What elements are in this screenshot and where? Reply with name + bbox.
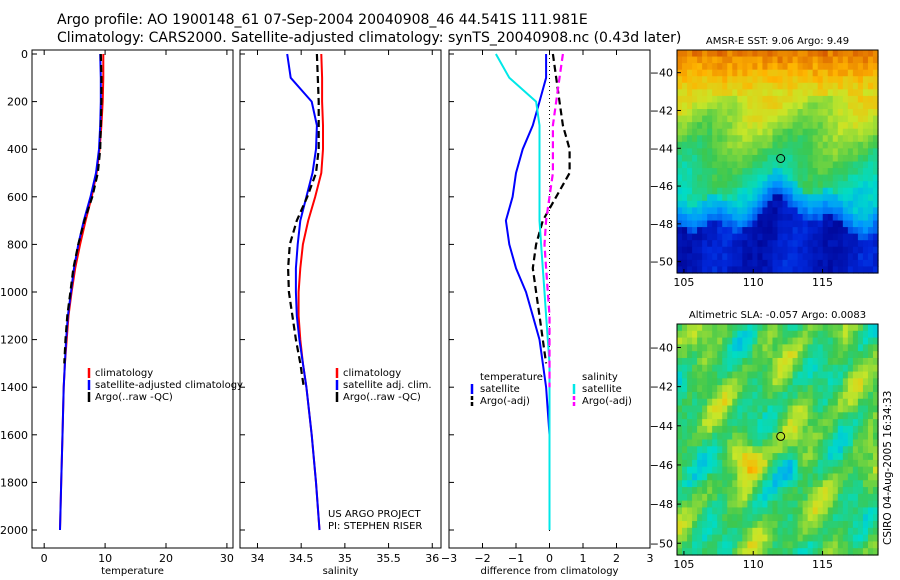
argo-raw-qc--line (63, 53, 103, 364)
x-tick-label: 36 (425, 552, 439, 565)
legend-label: Argo(-adj) (480, 396, 530, 407)
y-tick-label: −46 (650, 459, 673, 472)
legend-label: Argo(-adj) (582, 396, 632, 407)
sst-map-panel: AMSR-E SST: 9.06 Argo: 9.49 105 110 115 −40 −… (650, 36, 879, 289)
y-tick-label: 600 (7, 191, 28, 204)
legend-label: satellite (480, 384, 520, 395)
satellite-adjusted-climatology-line (59, 53, 102, 531)
y-tick-label: 1200 (0, 334, 28, 347)
y-tick-label: 1600 (0, 429, 28, 442)
y-tick-label: 0 (21, 48, 28, 61)
y-tick-label: −40 (650, 341, 673, 354)
legend-label: satellite (582, 384, 622, 395)
x-tick-label: −1 (508, 552, 524, 565)
x-tick-label: 2 (613, 552, 620, 565)
legend-label: satellite-adjusted climatology (95, 380, 243, 391)
x-tick-label: 34.5 (289, 552, 314, 565)
temperature-argo-adj--line (531, 53, 571, 364)
x-tick-label: 1 (580, 552, 587, 565)
plot-frame (239, 49, 442, 549)
y-tick-label: −50 (650, 537, 673, 550)
x-tick-label: 105 (673, 558, 694, 571)
project-annotation: PI: STEPHEN RISER (328, 521, 422, 532)
y-tick-label: −42 (650, 381, 673, 394)
y-tick-label: 400 (7, 143, 28, 156)
x-tick-label: 35 (338, 552, 352, 565)
argo-position-marker (776, 153, 786, 163)
map-title: AMSR-E SST: 9.06 Argo: 9.49 (706, 36, 849, 47)
legend-label: satellite adj. clim. (343, 380, 432, 391)
x-tick-label: 3 (647, 552, 654, 565)
legend-label: climatology (343, 368, 401, 379)
y-tick-label: −44 (650, 142, 673, 155)
legend-group-heading: temperature (480, 372, 543, 383)
legend-label: Argo(..raw -QC) (95, 392, 173, 403)
x-tick-label: 115 (812, 558, 833, 571)
sla-map-panel: Altimetric SLA: -0.057 Argo: 0.0083 105 11… (650, 310, 879, 571)
y-tick-label: −44 (650, 420, 673, 433)
x-tick-label: 115 (812, 276, 833, 289)
figure-title-line-2: Climatology: CARS2000. Satellite-adjuste… (57, 30, 682, 46)
difference-panel: −3 −2 −1 0 1 2 3 difference from climatology tem… (441, 49, 654, 577)
temperature-panel: 0 10 20 30 temperature 0 200 400 600 800 1000 1200 1… (0, 48, 243, 577)
y-tick-label: 1000 (0, 286, 28, 299)
map-title: Altimetric SLA: -0.057 Argo: 0.0083 (689, 310, 866, 321)
y-tick-label: 2000 (0, 524, 28, 537)
sst-field (677, 50, 879, 274)
y-tick-label: −46 (650, 180, 673, 193)
x-axis-label: salinity (323, 566, 359, 577)
argo-position-marker (776, 431, 786, 441)
x-axis-label: difference from climatology (481, 566, 619, 577)
x-axis-label: temperature (101, 566, 164, 577)
x-tick-label: 20 (159, 552, 173, 565)
y-tick-label: −48 (650, 218, 673, 231)
figure-title-line-1: Argo profile: AO 1900148_61 07-Sep-2004 … (57, 12, 588, 28)
project-annotation: US ARGO PROJECT (328, 509, 422, 520)
y-tick-label: −42 (650, 104, 673, 117)
x-tick-label: −2 (474, 552, 490, 565)
legend-label: Argo(..raw -QC) (343, 392, 421, 403)
x-tick-label: 35.5 (376, 552, 401, 565)
y-tick-label: −40 (650, 67, 673, 80)
climatology-line (59, 54, 105, 531)
x-tick-label: 30 (220, 552, 234, 565)
x-tick-label: 0 (546, 552, 553, 565)
salinity-panel: 34 34.5 35 35.5 36 salinity climatologysatelli… (239, 49, 442, 577)
credit-text: CSIRO 04-Aug-2005 16:34:33 (882, 390, 894, 545)
sla-field (677, 324, 879, 556)
legend-label: climatology (95, 368, 153, 379)
y-tick-label: 1400 (0, 381, 28, 394)
x-tick-label: 10 (98, 552, 112, 565)
map-frame (676, 49, 879, 274)
y-tick-label: −48 (650, 498, 673, 511)
legend-group-heading: salinity (582, 372, 618, 383)
satellite-adj-clim--line (286, 53, 321, 531)
y-tick-label: 800 (7, 238, 28, 251)
salinity-argo-adj--line (543, 53, 564, 388)
x-tick-label: 34 (250, 552, 264, 565)
map-frame (676, 323, 879, 556)
x-tick-label: 0 (41, 552, 48, 565)
y-tick-label: −50 (650, 256, 673, 269)
x-tick-label: −3 (441, 552, 457, 565)
y-tick-label: 1800 (0, 476, 28, 489)
temperature-satellite-line (504, 54, 551, 530)
salinity-satellite-line (495, 53, 551, 530)
argo-raw-qc--line (287, 53, 320, 388)
x-tick-label: 110 (743, 558, 764, 571)
x-tick-label: 105 (673, 276, 694, 289)
x-tick-label: 110 (743, 276, 764, 289)
y-tick-label: 200 (7, 96, 28, 109)
plot-frame (31, 49, 234, 549)
